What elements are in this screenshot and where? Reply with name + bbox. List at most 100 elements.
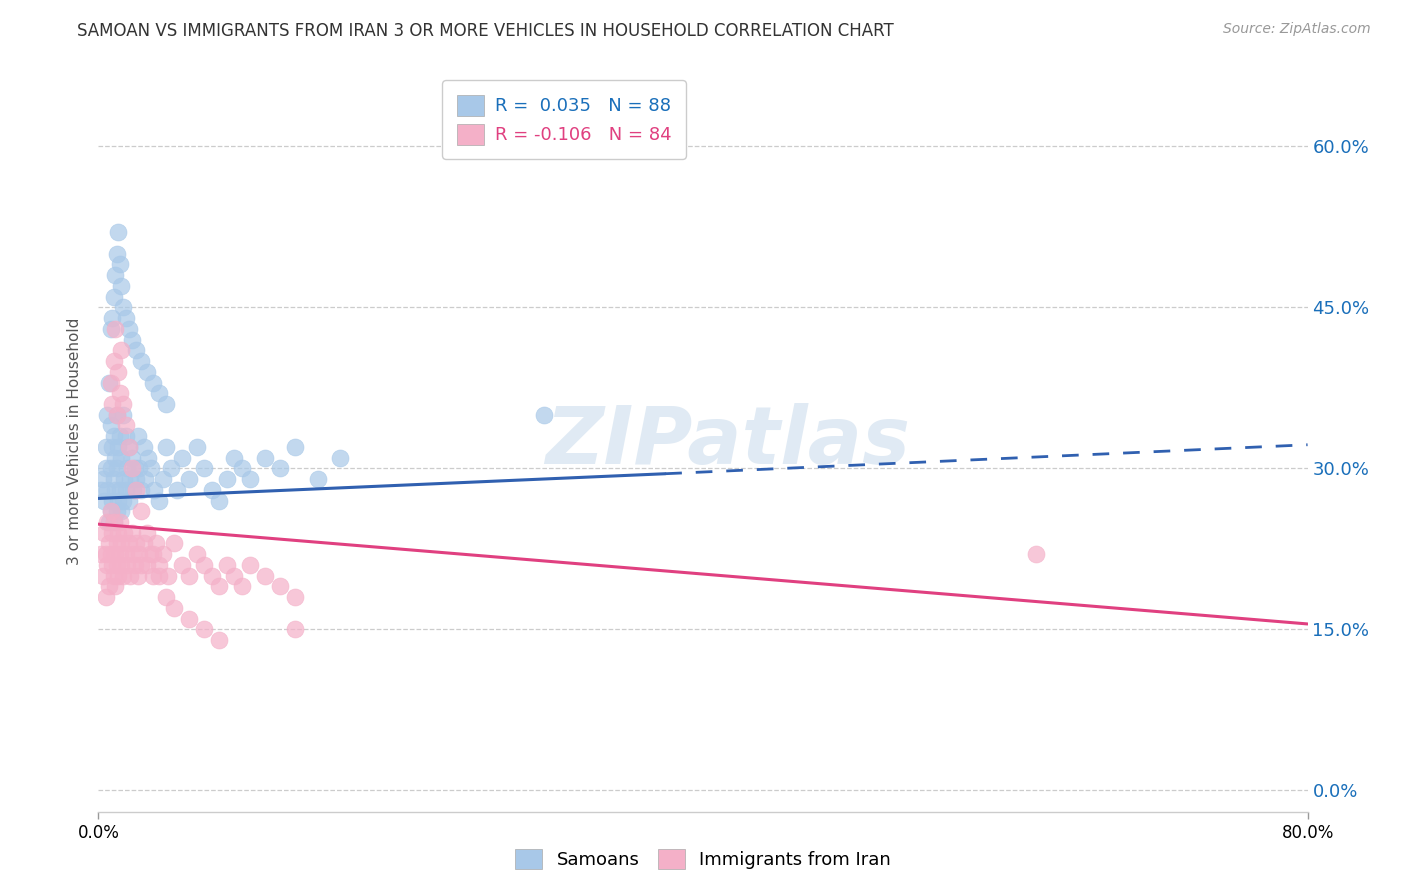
Point — [96, 558, 118, 572]
Point — [284, 590, 307, 604]
Point — [105, 461, 128, 475]
Point — [129, 354, 152, 368]
Point — [269, 579, 291, 593]
Point — [105, 536, 128, 550]
Point — [101, 440, 124, 454]
Point — [215, 558, 238, 572]
Point — [107, 365, 129, 379]
Point — [155, 590, 177, 604]
Point — [108, 547, 131, 561]
Point — [127, 429, 149, 443]
Point — [96, 483, 118, 497]
Point — [201, 568, 224, 582]
Point — [104, 322, 127, 336]
Point — [105, 408, 128, 422]
Point — [231, 579, 253, 593]
Point — [208, 633, 231, 648]
Point — [152, 547, 174, 561]
Point — [103, 568, 125, 582]
Point — [156, 568, 179, 582]
Point — [141, 461, 163, 475]
Point — [163, 536, 186, 550]
Point — [121, 525, 143, 540]
Y-axis label: 3 or more Vehicles in Household: 3 or more Vehicles in Household — [67, 318, 83, 566]
Point — [104, 579, 127, 593]
Point — [124, 558, 146, 572]
Point — [239, 558, 262, 572]
Point — [90, 547, 112, 561]
Point — [98, 579, 121, 593]
Point — [179, 472, 201, 486]
Point — [105, 408, 128, 422]
Text: Source: ZipAtlas.com: Source: ZipAtlas.com — [1223, 22, 1371, 37]
Point — [307, 472, 329, 486]
Point — [110, 504, 132, 518]
Point — [148, 493, 170, 508]
Point — [135, 525, 157, 540]
Point — [208, 493, 231, 508]
Point — [120, 568, 142, 582]
Point — [132, 440, 155, 454]
Point — [215, 472, 238, 486]
Point — [111, 568, 134, 582]
Point — [127, 568, 149, 582]
Point — [104, 450, 127, 465]
Point — [101, 311, 124, 326]
Point — [163, 600, 186, 615]
Point — [170, 558, 193, 572]
Point — [142, 568, 165, 582]
Point — [132, 536, 155, 550]
Point — [101, 525, 124, 540]
Point — [118, 322, 141, 336]
Point — [208, 579, 231, 593]
Point — [129, 558, 152, 572]
Point — [111, 493, 134, 508]
Point — [91, 472, 114, 486]
Point — [94, 440, 117, 454]
Point — [100, 322, 122, 336]
Point — [94, 461, 117, 475]
Point — [115, 461, 138, 475]
Point — [193, 623, 215, 637]
Point — [122, 483, 145, 497]
Point — [111, 301, 134, 315]
Point — [101, 493, 124, 508]
Point — [112, 472, 135, 486]
Point — [93, 493, 115, 508]
Legend: Samoans, Immigrants from Iran: Samoans, Immigrants from Iran — [506, 839, 900, 879]
Point — [108, 258, 131, 272]
Point — [96, 515, 118, 529]
Point — [186, 440, 208, 454]
Point — [111, 408, 134, 422]
Legend: R =  0.035   N = 88, R = -0.106   N = 84: R = 0.035 N = 88, R = -0.106 N = 84 — [443, 80, 686, 159]
Point — [124, 461, 146, 475]
Point — [103, 515, 125, 529]
Point — [125, 536, 148, 550]
Point — [108, 429, 131, 443]
Point — [111, 397, 134, 411]
Point — [160, 461, 183, 475]
Point — [98, 536, 121, 550]
Point — [103, 515, 125, 529]
Point — [129, 504, 152, 518]
Point — [105, 246, 128, 260]
Point — [128, 461, 150, 475]
Point — [104, 547, 127, 561]
Point — [128, 547, 150, 561]
Point — [533, 408, 555, 422]
Point — [114, 429, 136, 443]
Point — [114, 418, 136, 433]
Point — [110, 279, 132, 293]
Point — [152, 472, 174, 486]
Point — [121, 333, 143, 347]
Point — [94, 547, 117, 561]
Point — [253, 450, 276, 465]
Point — [107, 568, 129, 582]
Point — [148, 558, 170, 572]
Point — [125, 472, 148, 486]
Point — [93, 525, 115, 540]
Point — [155, 397, 177, 411]
Point — [105, 504, 128, 518]
Point — [329, 450, 352, 465]
Point — [134, 472, 156, 486]
